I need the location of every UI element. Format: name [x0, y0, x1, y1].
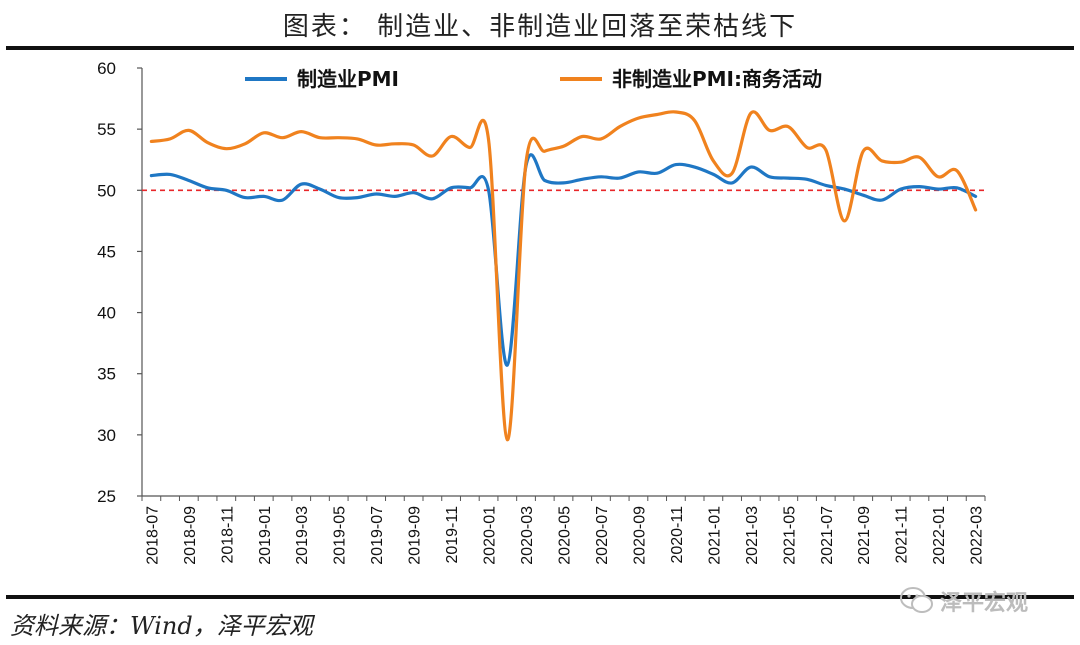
x-tick-label: 2018-11 [219, 506, 236, 564]
y-tick-label: 50 [97, 181, 116, 200]
x-tick-label: 2021-01 [706, 506, 723, 565]
x-tick-label: 2019-09 [407, 506, 424, 565]
x-tick-label: 2021-11 [894, 506, 911, 564]
y-axis: 25 30 35 40 45 50 55 60 [97, 59, 143, 506]
y-tick-label: 30 [97, 426, 116, 445]
chart-title: 图表： 制造业、非制造业回落至荣枯线下 [282, 12, 798, 42]
x-tick-label: 2019-07 [369, 506, 386, 565]
x-tick-label: 2020-03 [519, 506, 536, 565]
x-tick-label: 2019-11 [444, 506, 461, 564]
series-group [149, 110, 978, 442]
x-tick-label: 2022-01 [931, 506, 948, 565]
x-tick-label: 2020-01 [482, 506, 499, 565]
x-tick-label: 2020-11 [669, 506, 686, 564]
y-tick-label: 25 [97, 487, 116, 506]
x-tick-label: 2020-07 [594, 506, 611, 565]
series-line-non-manufacturing [149, 110, 978, 442]
y-tick-label: 40 [97, 304, 116, 323]
x-tick-label: 2018-07 [144, 506, 161, 565]
y-tick-label: 35 [97, 365, 116, 384]
y-tick-label: 45 [97, 242, 116, 261]
x-tick-label: 2021-07 [819, 506, 836, 565]
x-tick-label: 2020-05 [557, 506, 574, 565]
x-tick-label: 2021-05 [781, 506, 798, 565]
wechat-icon [900, 587, 933, 613]
watermark: 泽平宏观 [900, 584, 1060, 618]
x-tick-label: 2019-03 [294, 506, 311, 565]
y-tick-label: 55 [97, 120, 116, 139]
x-tick-label: 2019-01 [257, 506, 274, 565]
x-tick-label: 2019-05 [332, 506, 349, 565]
series-line-manufacturing [149, 153, 978, 367]
x-tick-label: 2020-09 [631, 506, 648, 565]
bottom-rule [6, 595, 1074, 599]
legend-label: 制造业PMI [297, 67, 399, 91]
x-axis: 2018-07 2018-09 2018-11 2019-01 2019-03 2019-… [141, 495, 986, 565]
source-note: 资料来源：Wind，泽平宏观 [10, 612, 313, 640]
watermark-text: 泽平宏观 [940, 591, 1029, 616]
x-tick-label: 2022-03 [969, 506, 986, 565]
top-rule [6, 46, 1074, 50]
x-tick-label: 2021-03 [744, 506, 761, 565]
legend-label: 非制造业PMI:商务活动 [612, 67, 822, 91]
x-tick-label: 2021-09 [856, 506, 873, 565]
x-tick-label: 2018-09 [182, 506, 199, 565]
legend: 制造业PMI 非制造业PMI:商务活动 [245, 67, 822, 91]
y-tick-label: 60 [97, 59, 116, 78]
